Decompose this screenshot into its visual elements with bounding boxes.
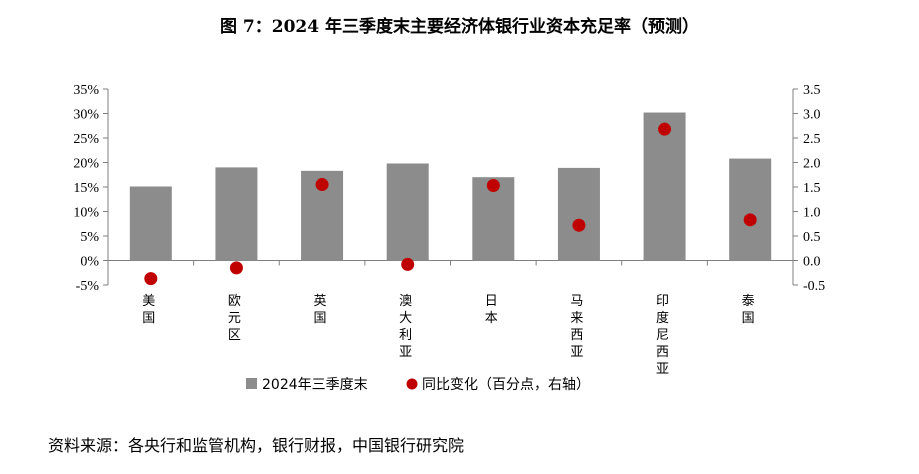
left-tick-label: 20% <box>73 157 99 172</box>
left-tick-label: -5% <box>76 279 100 294</box>
data-point <box>401 257 415 271</box>
left-tick-label: 15% <box>73 181 99 196</box>
right-tick-label: 3.5 <box>803 83 821 98</box>
data-point <box>743 213 757 227</box>
category-label: 英国 <box>314 294 327 326</box>
bar <box>557 167 600 261</box>
data-point <box>658 122 672 136</box>
source-note: 资料来源：各央行和监管机构，银行财报，中国银行研究院 <box>48 436 465 455</box>
right-tick-label: 2.5 <box>803 132 821 147</box>
left-tick-label: 5% <box>80 230 99 245</box>
left-tick-label: 10% <box>73 206 99 221</box>
data-point <box>572 218 586 232</box>
right-tick-label: 0.5 <box>803 230 821 245</box>
category-label: 印度尼西亚 <box>656 294 669 377</box>
right-tick-label: -0.5 <box>803 279 825 294</box>
category-label: 日本 <box>485 294 498 326</box>
data-point <box>229 261 243 275</box>
bar <box>386 163 429 261</box>
category-label: 澳大利亚 <box>399 293 412 360</box>
bar <box>129 186 172 261</box>
right-tick-label: 2.0 <box>803 157 821 172</box>
right-tick-label: 0.0 <box>803 255 821 270</box>
bar <box>729 158 772 261</box>
legend-label-bar: 2024年三季度末 <box>262 377 368 393</box>
data-point <box>486 179 500 193</box>
data-point <box>315 178 329 192</box>
category-label: 马来西亚 <box>570 294 583 360</box>
left-tick-label: 0% <box>80 255 99 270</box>
left-tick-label: 25% <box>73 132 99 147</box>
legend-swatch-dot <box>406 378 418 390</box>
left-tick-label: 35% <box>73 83 99 98</box>
data-point <box>144 272 158 286</box>
category-label: 欧元区 <box>228 294 241 343</box>
chart-title: 图 7：2024 年三季度末主要经济体银行业资本充足率（预测） <box>220 17 699 37</box>
category-label: 泰国 <box>742 294 755 326</box>
right-tick-label: 1.0 <box>803 206 821 221</box>
bar <box>643 112 686 261</box>
right-tick-label: 3.0 <box>803 108 821 123</box>
chart: -5% 0% 5% 10% 15% 20% 25% 30% 35% -0.5 0.0 0.5 1.0 1.… <box>73 83 825 393</box>
left-tick-label: 30% <box>73 108 99 123</box>
right-tick-label: 1.5 <box>803 181 821 196</box>
category-label: 美国 <box>142 294 155 326</box>
bar <box>215 167 258 261</box>
legend-swatch-bar <box>246 378 257 389</box>
legend-label-dot: 同比变化（百分点，右轴） <box>422 377 590 393</box>
